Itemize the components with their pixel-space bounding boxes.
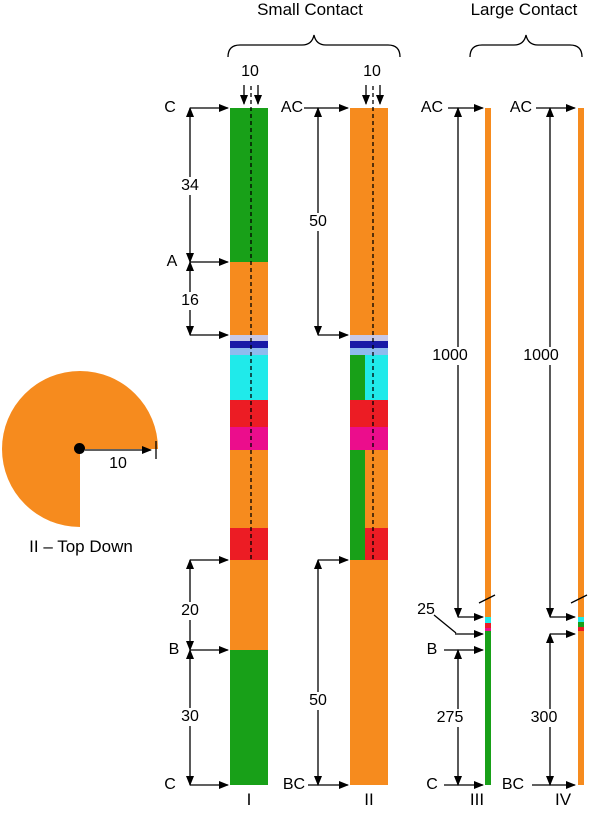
contact-c-bottom-label: C [164, 776, 176, 793]
dim-50-top-label: 50 [307, 213, 329, 231]
dim-16-label: 16 [179, 292, 201, 310]
column-ii-bar [350, 108, 388, 785]
contact-a-label: A [166, 253, 178, 270]
top-down-caption: II – Top Down [29, 537, 133, 556]
width-label-col-ii: 10 [363, 63, 381, 80]
c-label-col-iii: C [426, 776, 438, 793]
ac-label-col-ii: AC [280, 99, 304, 116]
dim-34-label: 34 [179, 177, 201, 195]
column-i-label: I [246, 790, 252, 809]
width-arrows [240, 85, 384, 105]
dim-275-label: 275 [434, 709, 466, 727]
center-dot [74, 443, 85, 454]
column-iv-label: IV [554, 790, 572, 809]
column-iii-bar [485, 108, 491, 785]
bc-label-col-ii: BC [282, 776, 306, 793]
column-iii-label: III [469, 790, 485, 809]
dim-1000-col-iv-label: 1000 [521, 347, 561, 365]
brace-large-contact [469, 34, 583, 58]
column-i-dimension-chain [186, 104, 229, 789]
contact-b-label: B [168, 641, 180, 658]
b-label-col-iii: B [426, 641, 438, 658]
small-contact-title: Small Contact [257, 0, 363, 19]
dim-25-label: 25 [417, 601, 435, 618]
large-contact-title: Large Contact [470, 0, 578, 19]
dim-300-label: 300 [528, 709, 560, 727]
dim-30-label: 30 [179, 708, 201, 726]
top-down-radius-label: 10 [109, 455, 127, 472]
width-label-col-i: 10 [241, 63, 259, 80]
dim-1000-col-iii-label: 1000 [430, 347, 470, 365]
brace-small-contact [227, 34, 401, 58]
column-ii-label: II [364, 790, 374, 809]
column-ii-dimension-chain [304, 104, 349, 789]
bc-label-col-iv: BC [501, 776, 525, 793]
column-iv-bar [578, 108, 584, 785]
dim-20-label: 20 [179, 602, 201, 620]
contact-c-top-label: C [164, 99, 176, 116]
ac-label-col-iv: AC [509, 99, 533, 116]
dim-50-bottom-label: 50 [307, 692, 329, 710]
ac-label-col-iii: AC [420, 99, 444, 116]
column-i-bar [230, 108, 268, 785]
